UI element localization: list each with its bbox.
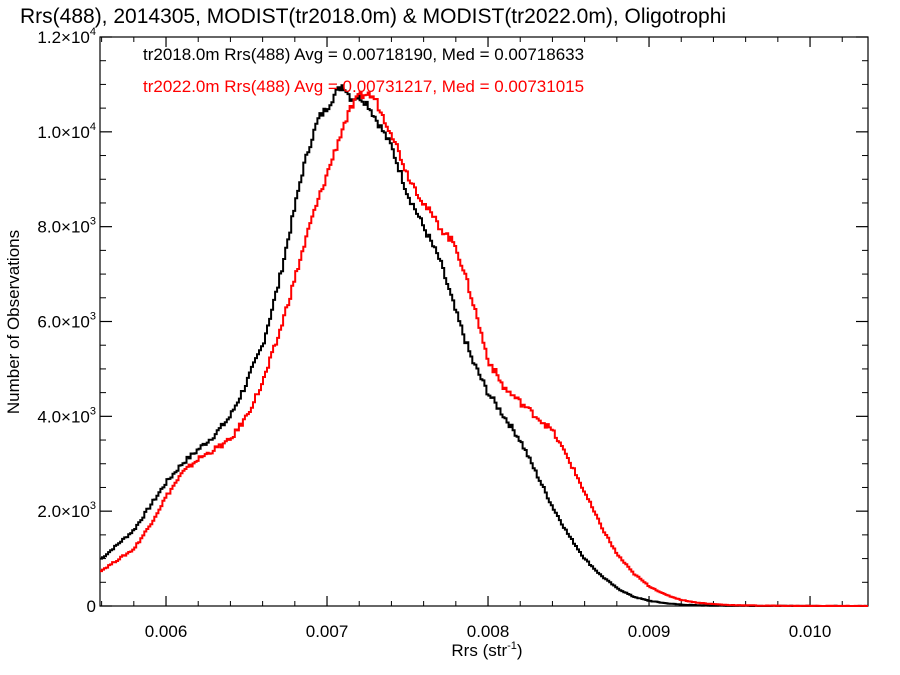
y-tick-label: 0 xyxy=(87,597,96,616)
chart-title: Rrs(488), 2014305, MODIST(tr2018.0m) & M… xyxy=(20,5,726,28)
series-stats-tr2018: tr2018.0m Rrs(488) Avg = 0.00718190, Med… xyxy=(143,45,584,64)
y-tick-label: 1.2×104 xyxy=(37,26,96,47)
y-tick-label: 8.0×103 xyxy=(37,216,96,237)
y-tick-label: 4.0×103 xyxy=(37,405,96,426)
plot-area xyxy=(99,36,869,607)
x-axis: 0.006 0.007 0.008 0.009 0.010 xyxy=(101,37,843,641)
x-tick-label: 0.008 xyxy=(467,622,510,641)
y-tick-label: 1.0×104 xyxy=(37,121,96,142)
x-tick-label: 0.006 xyxy=(145,622,188,641)
x-tick-label: 0.007 xyxy=(306,622,349,641)
y-tick-label: 6.0×103 xyxy=(37,311,96,332)
series-layer xyxy=(100,84,868,607)
series-line-tr2018.0m xyxy=(100,84,868,607)
series-line-tr2022.0m xyxy=(100,91,868,607)
x-tick-label: 0.009 xyxy=(628,622,671,641)
x-tick-label: 0.010 xyxy=(789,622,832,641)
y-axis: 0 2.0×103 4.0×103 6.0×103 8.0×103 1.0×104 1.2×… xyxy=(37,26,868,616)
y-axis-label: Number of Observations xyxy=(4,230,23,414)
x-axis-label: Rrs (str-1) xyxy=(451,640,522,660)
series-stats-tr2022: tr2022.0m Rrs(488) Avg = 0.00731217, Med… xyxy=(143,77,584,96)
y-tick-label: 2.0×103 xyxy=(37,500,96,521)
